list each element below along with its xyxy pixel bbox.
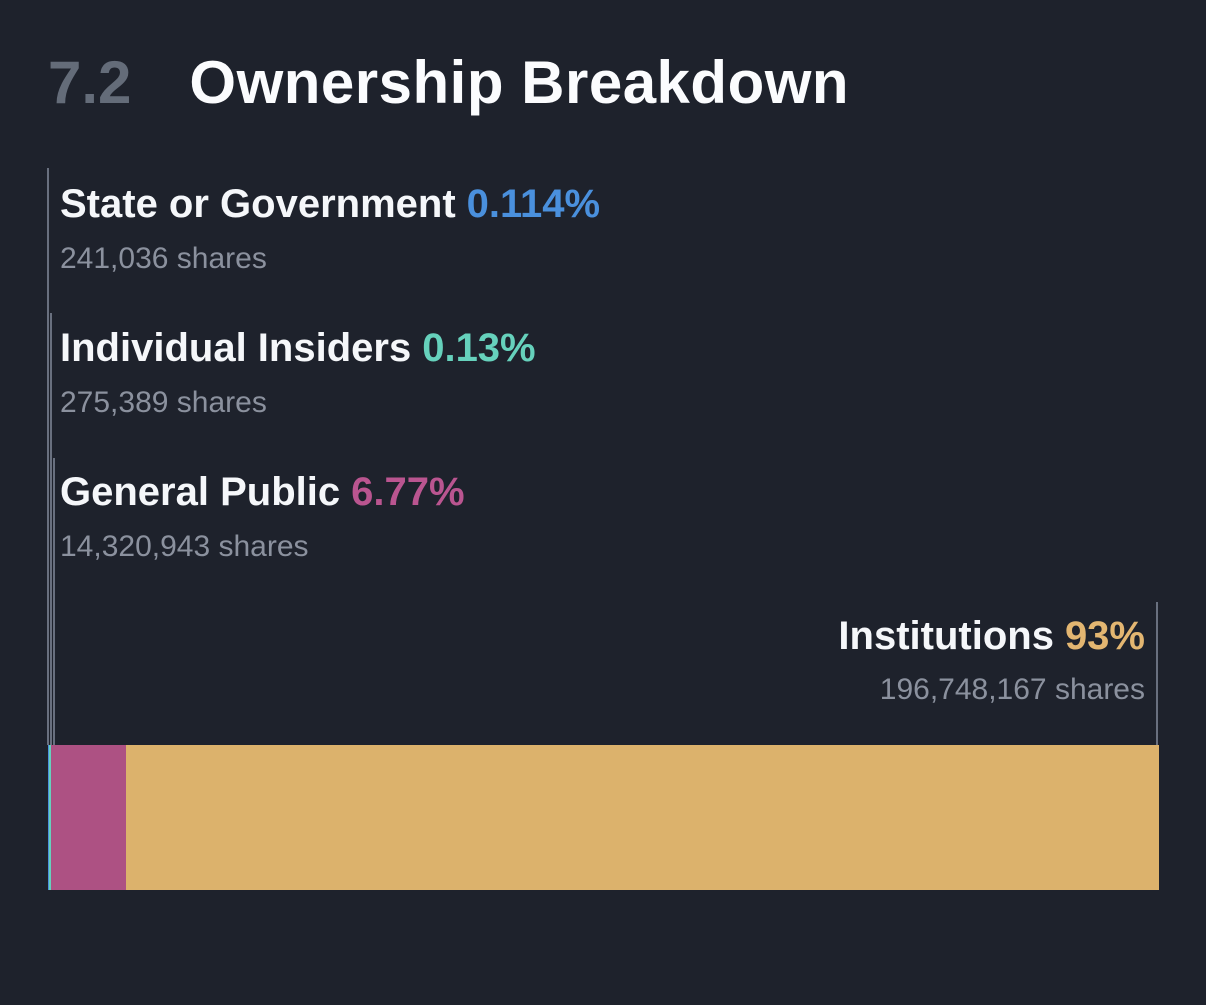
- row-state-or-government: State or Government 0.114%: [60, 180, 600, 228]
- leader-line-individual-insiders: [50, 313, 52, 745]
- row-general-public: General Public 6.77%: [60, 468, 465, 516]
- series-percent-state-or-government: 0.114%: [466, 182, 601, 226]
- series-shares-institutions: 196,748,167 shares: [879, 673, 1145, 706]
- section-number: 7.2: [48, 49, 132, 116]
- series-name-individual-insiders: Individual Insiders: [60, 326, 412, 370]
- bar-segment-institutions: [125, 745, 1160, 890]
- series-shares-general-public: 14,320,943 shares: [60, 530, 309, 563]
- page-title: Ownership Breakdown: [189, 49, 850, 116]
- series-shares-individual-insiders: 275,389 shares: [60, 386, 267, 419]
- row-institutions: Institutions 93%: [838, 612, 1145, 660]
- series-percent-institutions: 93%: [1064, 614, 1145, 658]
- series-name-state-or-government: State or Government: [60, 182, 456, 226]
- ownership-stacked-bar: [48, 745, 1160, 890]
- leader-line-state-or-government: [47, 168, 49, 745]
- series-name-general-public: General Public: [60, 470, 341, 514]
- series-percent-general-public: 6.77%: [351, 470, 465, 514]
- series-shares-state-or-government: 241,036 shares: [60, 242, 267, 275]
- row-individual-insiders: Individual Insiders 0.13%: [60, 324, 536, 372]
- series-name-institutions: Institutions: [838, 614, 1054, 658]
- section-header: 7.2 Ownership Breakdown: [48, 48, 849, 117]
- bar-segment-individual-insiders: [49, 745, 51, 890]
- leader-line-institutions: [1156, 602, 1158, 745]
- series-percent-individual-insiders: 0.13%: [422, 326, 536, 370]
- bar-segment-state-or-government: [48, 745, 50, 890]
- leader-line-general-public: [53, 458, 55, 745]
- bar-segment-general-public: [50, 745, 126, 890]
